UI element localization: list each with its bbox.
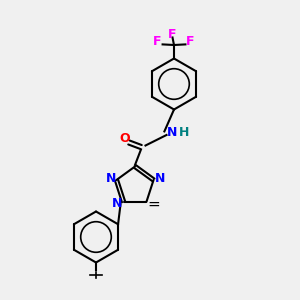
Text: N: N <box>155 172 165 185</box>
Text: F: F <box>186 35 195 48</box>
Text: O: O <box>119 131 130 145</box>
Text: N: N <box>167 126 177 139</box>
Text: F: F <box>153 35 162 48</box>
Text: F: F <box>168 28 177 41</box>
Text: H: H <box>178 126 189 139</box>
Text: =: = <box>148 197 160 212</box>
Text: N: N <box>112 197 123 210</box>
Text: N: N <box>106 172 116 185</box>
